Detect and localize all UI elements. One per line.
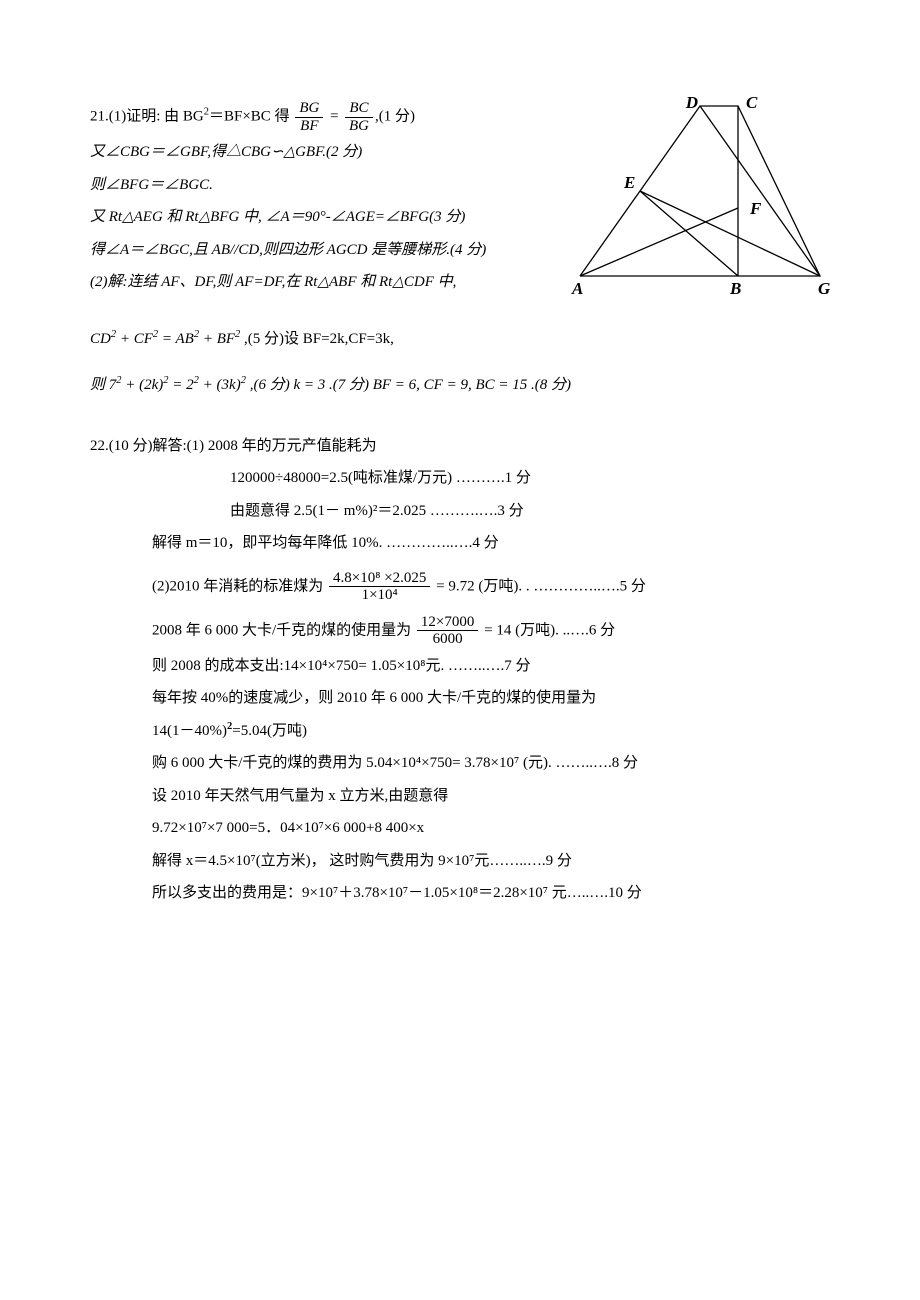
- p21-l1b: ＝BF×BC 得: [209, 108, 290, 124]
- frac3-num: 4.8×10⁸ ×2.025: [329, 570, 430, 588]
- frac3-den: 1×10⁴: [329, 587, 430, 604]
- p22-l8: 14(1－40%)2=5.04(万吨): [152, 717, 830, 746]
- p21-l1a: 21.(1)证明: 由 BG: [90, 108, 204, 124]
- label-B: B: [729, 279, 741, 296]
- p22-l2: 由题意得 2.5(1－ m%)²＝2.025 ……….….3 分: [230, 497, 830, 526]
- label-C: C: [746, 96, 758, 112]
- p22-l13: 所以多支出的费用是：9×10⁷＋3.78×10⁷－1.05×10⁸＝2.28×1…: [152, 879, 830, 908]
- p22-l5a: 2008 年 6 000 大卡/千克的煤的使用量为: [152, 622, 411, 638]
- label-G: G: [818, 279, 830, 296]
- label-D: D: [685, 96, 698, 112]
- geometry-figure: D C E F A B G: [570, 96, 830, 307]
- eq2e: ,(6 分) k = 3 .(7 分) BF = 6, CF = 9, BC =…: [246, 377, 571, 393]
- frac1-num: BG: [295, 100, 323, 118]
- p22-l7: 每年按 40%的速度减少，则 2010 年 6 000 大卡/千克的煤的使用量为: [152, 684, 830, 713]
- p22-l3: 解得 m＝10，即平均每年降低 10%. …………..….4 分: [152, 529, 830, 558]
- p21-eq1: CD2 + CF2 = AB2 + BF2 ,(5 分)设 BF=2k,CF=3…: [90, 325, 830, 354]
- p22-l4b: = 9.72 (万吨). . …………..….5 分: [436, 578, 646, 594]
- p22-l9: 购 6 000 大卡/千克的煤的费用为 5.04×10⁴×750= 3.78×1…: [152, 749, 830, 778]
- p22-l5b: = 14 (万吨). ..….6 分: [484, 622, 615, 638]
- p21-l1c: ,(1 分): [375, 108, 415, 124]
- p22-l4a: (2)2010 年消耗的标准煤为: [152, 578, 323, 594]
- p22-l8a: 14(1－40%): [152, 723, 227, 739]
- label-F: F: [749, 199, 762, 218]
- p22-l10: 设 2010 年天然气用气量为 x 立方米,由题意得: [152, 782, 830, 811]
- eq1d: + BF: [199, 331, 235, 347]
- p21-l2-text: 又∠CBG＝∠GBF,得△CBG∽△GBF.(2 分): [90, 144, 362, 160]
- frac4-den: 6000: [417, 631, 478, 648]
- p22-l12: 解得 x＝4.5×10⁷(立方米)， 这时购气费用为 9×10⁷元……..….9…: [152, 847, 830, 876]
- frac1-den: BF: [295, 118, 323, 135]
- frac4-num: 12×7000: [417, 614, 478, 632]
- eq2b: + (2k): [122, 377, 164, 393]
- p22-head: 22.(10 分)解答:(1) 2008 年的万元产值能耗为: [90, 432, 830, 461]
- p22-l6: 则 2008 的成本支出:14×10⁴×750= 1.05×10⁸元. ……..…: [152, 652, 830, 681]
- eq1c: = AB: [158, 331, 194, 347]
- eq2d: + (3k): [199, 377, 241, 393]
- eq2a: 则 7: [90, 377, 116, 393]
- p22-l4: (2)2010 年消耗的标准煤为 4.8×10⁸ ×2.0251×10⁴ = 9…: [152, 570, 830, 604]
- p22-l11: 9.72×10⁷×7 000=5．04×10⁷×6 000+8 400×x: [152, 814, 830, 843]
- label-E: E: [623, 173, 635, 192]
- p22-l5: 2008 年 6 000 大卡/千克的煤的使用量为 12×70006000 = …: [152, 614, 830, 648]
- eq1e: ,(5 分)设 BF=2k,CF=3k,: [240, 331, 394, 347]
- p21-l6-text: (2)解:连结 AF、DF,则 AF=DF,在 Rt△ABF 和 Rt△CDF …: [90, 274, 456, 290]
- p21-l5-text: 得∠A＝∠BGC,且 AB//CD,则四边形 AGCD 是等腰梯形.(4 分): [90, 242, 486, 258]
- p21-eq2: 则 72 + (2k)2 = 22 + (3k)2 ,(6 分) k = 3 .…: [90, 371, 830, 400]
- p22-l1: 120000÷48000=2.5(吨标准煤/万元) ……….1 分: [230, 464, 830, 493]
- eq1a: CD: [90, 331, 111, 347]
- frac2-num: BC: [345, 100, 373, 118]
- eq1b: + CF: [116, 331, 153, 347]
- p21-l4-text: 又 Rt△AEG 和 Rt△BFG 中, ∠A＝90°-∠AGE=∠BFG(3 …: [90, 209, 465, 225]
- frac2-den: BG: [345, 118, 373, 135]
- label-A: A: [571, 279, 583, 296]
- eq2c: = 2: [169, 377, 194, 393]
- p21-l3-text: 则∠BFG＝∠BGC.: [90, 177, 213, 193]
- p22-l8b: =5.04(万吨): [232, 723, 307, 739]
